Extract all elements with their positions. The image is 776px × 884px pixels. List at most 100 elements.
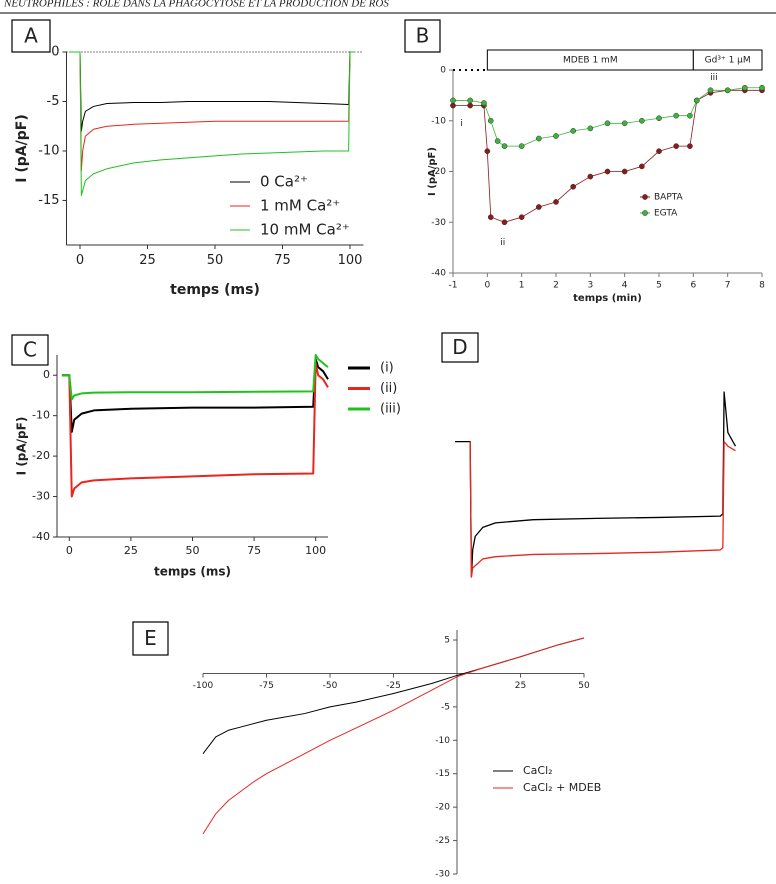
y-tick-label: -10 (38, 143, 59, 158)
data-point (638, 163, 645, 170)
panel-label-box (441, 332, 479, 363)
data-point (518, 214, 525, 221)
x-tick-label: 7 (725, 281, 731, 291)
series-line (61, 358, 329, 433)
data-point (759, 84, 765, 91)
series-line (61, 354, 329, 401)
y-axis-label: I (pA/pF) (14, 114, 30, 182)
page-header: NEUTROPHILES : RÔLE DANS LA PHAGOCYTOSE … (3, 0, 389, 10)
annotation: Gd³⁺ 1 µM (705, 56, 751, 66)
data-point (467, 102, 474, 109)
x-tick-label: 6 (690, 281, 696, 291)
data-point (687, 143, 693, 149)
x-tick-label: 75 (274, 253, 291, 268)
data-point (741, 84, 748, 91)
y-tick-label: -40 (32, 530, 50, 543)
data-point (656, 115, 662, 122)
y-tick-label: -15 (38, 193, 59, 208)
data-point (450, 102, 456, 109)
series-line (202, 637, 585, 754)
x-axis-label: temps (ms) (170, 282, 260, 298)
data-point (553, 199, 559, 205)
data-point (621, 168, 628, 175)
panel-label: B (416, 24, 430, 48)
annotation: MDEB 1 mM (563, 56, 618, 66)
legend-label: 10 mM Ca²⁺ (260, 221, 350, 239)
y-tick-label: -10 (435, 736, 450, 746)
legend-marker (642, 210, 648, 216)
y-axis-label: I (pA/pF) (15, 417, 29, 476)
panel-label-box (11, 19, 51, 53)
panel-label-box (404, 19, 441, 53)
series-line (455, 391, 737, 578)
data-point (621, 120, 628, 127)
data-point (553, 133, 559, 139)
data-point (570, 128, 577, 134)
x-tick-label: 25 (139, 253, 156, 268)
y-tick-label: -20 (32, 449, 50, 462)
legend-label: EGTA (654, 209, 678, 219)
series-line (453, 89, 762, 223)
annotation: iii (710, 73, 718, 83)
series-line (69, 51, 356, 197)
data-point (484, 148, 491, 155)
legend-label: BAPTA (654, 193, 684, 203)
x-tick-label: -50 (323, 681, 338, 691)
data-point (693, 97, 700, 104)
data-point (604, 168, 611, 175)
x-tick-label: 50 (578, 681, 590, 691)
legend-label: 0 Ca²⁺ (260, 173, 308, 191)
y-tick-label: 0 (440, 66, 446, 76)
legend-label: (i) (380, 361, 394, 376)
series-line (69, 51, 356, 172)
data-point (587, 125, 594, 132)
panel-label: C (23, 338, 37, 362)
x-tick-label: 3 (587, 281, 593, 291)
data-point (450, 97, 456, 104)
data-point (638, 117, 645, 124)
data-point (604, 120, 611, 127)
legend-label: 1 mM Ca²⁺ (260, 197, 340, 215)
data-point (487, 117, 494, 124)
annotation: ii (500, 238, 505, 248)
annotation: i (460, 119, 463, 129)
data-point (501, 219, 508, 226)
x-tick-label: 8 (759, 281, 765, 291)
series-line (69, 51, 356, 132)
data-point (673, 143, 680, 149)
x-tick-label: 1 (519, 281, 525, 291)
data-point (494, 138, 501, 144)
y-tick-label: -30 (431, 218, 446, 228)
data-point (570, 183, 577, 190)
x-tick-label: 4 (622, 281, 628, 291)
y-tick-label: -15 (435, 769, 450, 779)
data-point (481, 100, 487, 106)
y-tick-label: -30 (435, 870, 450, 880)
data-point (467, 97, 474, 104)
x-tick-label: 2 (553, 281, 559, 291)
x-tick-label: 50 (186, 544, 200, 557)
data-point (518, 143, 525, 149)
data-point (535, 204, 542, 210)
x-tick-label: 25 (124, 544, 138, 557)
y-tick-label: 0 (43, 368, 50, 381)
x-tick-label: -25 (386, 681, 401, 691)
data-point (707, 87, 714, 94)
series-line (469, 440, 736, 578)
y-axis-label: I (pA/pF) (427, 147, 438, 196)
data-point (487, 214, 494, 221)
x-axis-label: temps (min) (573, 293, 642, 304)
y-tick-label: -20 (431, 167, 446, 177)
panel-label-box (11, 334, 49, 366)
panel-label-box (132, 621, 169, 656)
legend-label: CaCl₂ + MDEB (523, 781, 601, 794)
y-tick-label: -10 (32, 409, 50, 422)
y-tick-label: -10 (431, 116, 446, 126)
y-tick-label: -5 (47, 94, 60, 109)
legend-label: (iii) (380, 402, 401, 417)
data-point (724, 87, 731, 94)
panel-label: A (24, 24, 38, 48)
x-tick-label: -1 (449, 281, 458, 291)
